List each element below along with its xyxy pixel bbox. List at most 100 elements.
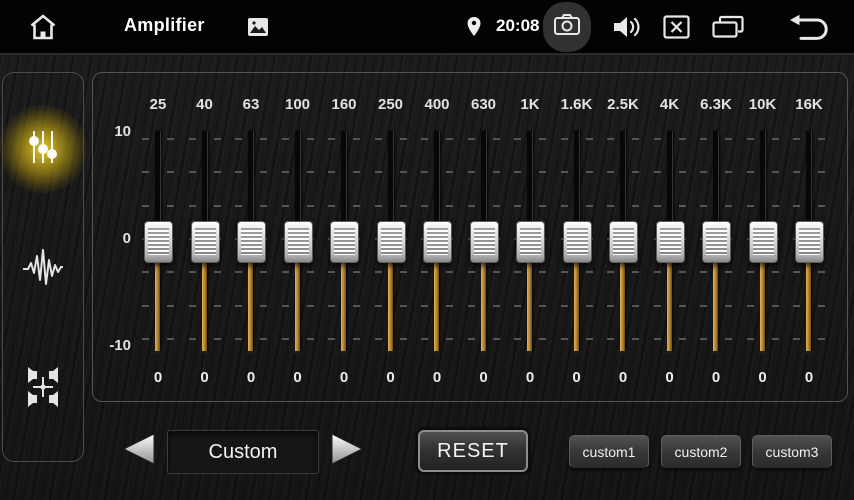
slider-thumb[interactable] xyxy=(748,221,778,263)
close-app-button[interactable] xyxy=(663,15,690,39)
slider-thumb[interactable] xyxy=(330,221,359,263)
freq-label: 1.6K xyxy=(560,96,593,113)
eq-band-slider[interactable] xyxy=(507,131,553,354)
camera-icon xyxy=(553,13,581,42)
volume-button[interactable] xyxy=(612,14,644,40)
eq-band-slider[interactable] xyxy=(275,131,321,354)
custom1-button[interactable]: custom1 xyxy=(569,435,649,468)
preset-prev-button[interactable] xyxy=(121,432,157,466)
custom2-button[interactable]: custom2 xyxy=(661,435,741,468)
freq-label: 6.3K xyxy=(700,96,732,113)
slider-thumb[interactable] xyxy=(237,221,266,263)
tick-mark xyxy=(700,205,707,207)
slider-track-lower xyxy=(386,241,394,354)
scale-label-max: 10 xyxy=(114,123,131,140)
tick-mark xyxy=(188,338,196,340)
home-button[interactable] xyxy=(28,12,58,42)
tick-mark xyxy=(560,138,568,140)
eq-band-1K: 1K 0 xyxy=(507,73,553,401)
slider-thumb[interactable] xyxy=(144,221,173,263)
slider-thumb[interactable] xyxy=(469,221,499,263)
camera-button[interactable] xyxy=(543,2,591,52)
eq-band-slider[interactable] xyxy=(461,131,507,354)
slider-track-lower xyxy=(619,241,626,354)
tick-mark xyxy=(374,205,382,207)
eq-band-slider[interactable] xyxy=(600,131,646,354)
tick-mark xyxy=(607,338,614,340)
recent-apps-icon xyxy=(711,14,745,40)
back-button[interactable] xyxy=(788,14,832,40)
tick-mark xyxy=(353,338,360,340)
waveform-icon xyxy=(22,248,64,291)
slider-track-lower xyxy=(433,241,440,354)
slider-thumb[interactable] xyxy=(562,221,592,263)
sidebar-item-equalizer[interactable] xyxy=(0,105,87,193)
slider-thumb[interactable] xyxy=(655,221,685,263)
tick-mark xyxy=(281,338,289,340)
reset-button[interactable]: RESET xyxy=(418,430,528,472)
tick-mark xyxy=(142,205,149,207)
eq-band-slider[interactable] xyxy=(786,131,832,354)
recent-apps-button[interactable] xyxy=(711,14,745,40)
eq-band-slider[interactable] xyxy=(414,131,460,354)
gallery-icon xyxy=(247,17,269,37)
band-value: 0 xyxy=(572,369,581,386)
tick-mark xyxy=(539,271,546,273)
tick-mark xyxy=(585,305,593,307)
eq-band-slider[interactable] xyxy=(321,131,367,354)
band-value: 0 xyxy=(758,369,767,386)
tick-mark xyxy=(725,138,732,140)
slider-thumb[interactable] xyxy=(190,221,220,263)
tick-mark xyxy=(632,305,639,307)
eq-band-slider[interactable] xyxy=(554,131,600,354)
tick-mark xyxy=(213,338,221,340)
gallery-button[interactable] xyxy=(247,17,269,37)
slider-thumb[interactable] xyxy=(423,221,452,263)
sidebar-item-effects[interactable] xyxy=(13,239,73,299)
tick-mark xyxy=(399,271,407,273)
preset-selector[interactable]: Custom xyxy=(167,430,319,474)
tick-mark xyxy=(260,138,267,140)
eq-band-slider[interactable] xyxy=(182,131,228,354)
freq-label: 4K xyxy=(659,96,680,113)
tick-mark xyxy=(446,305,453,307)
slider-track-lower xyxy=(712,241,719,354)
slider-track-upper xyxy=(527,131,533,241)
slider-track-upper xyxy=(573,131,580,241)
slider-thumb[interactable] xyxy=(516,221,545,263)
slider-thumb[interactable] xyxy=(283,221,313,263)
slider-thumb[interactable] xyxy=(702,221,731,263)
tick-mark xyxy=(260,271,267,273)
tick-mark xyxy=(421,138,428,140)
slider-thumb[interactable] xyxy=(609,221,638,263)
tick-mark xyxy=(399,205,407,207)
sidebar-item-balance[interactable] xyxy=(13,359,73,419)
eq-band-slider[interactable] xyxy=(135,131,181,354)
eq-band-slider[interactable] xyxy=(228,131,274,354)
tick-mark xyxy=(492,205,500,207)
slider-track-lower xyxy=(572,241,580,354)
custom3-button[interactable]: custom3 xyxy=(752,435,832,468)
tick-mark xyxy=(771,205,779,207)
tick-mark xyxy=(725,271,732,273)
tick-mark xyxy=(746,338,754,340)
location-button[interactable] xyxy=(466,16,482,38)
tick-mark xyxy=(514,171,521,173)
preset-next-button[interactable] xyxy=(329,432,365,466)
slider-track-lower xyxy=(154,241,161,354)
eq-band-slider[interactable] xyxy=(740,131,786,354)
slider-thumb[interactable] xyxy=(795,221,824,263)
tick-mark xyxy=(281,205,289,207)
tick-mark xyxy=(446,171,453,173)
tick-mark xyxy=(142,271,149,273)
tick-mark xyxy=(281,171,289,173)
tick-mark xyxy=(260,171,267,173)
slider-thumb[interactable] xyxy=(376,221,406,263)
eq-band-slider[interactable] xyxy=(647,131,693,354)
tick-mark xyxy=(188,271,196,273)
tick-mark xyxy=(446,205,453,207)
tick-mark xyxy=(492,138,500,140)
eq-band-slider[interactable] xyxy=(368,131,414,354)
eq-band-slider[interactable] xyxy=(693,131,739,354)
home-icon xyxy=(28,12,58,42)
